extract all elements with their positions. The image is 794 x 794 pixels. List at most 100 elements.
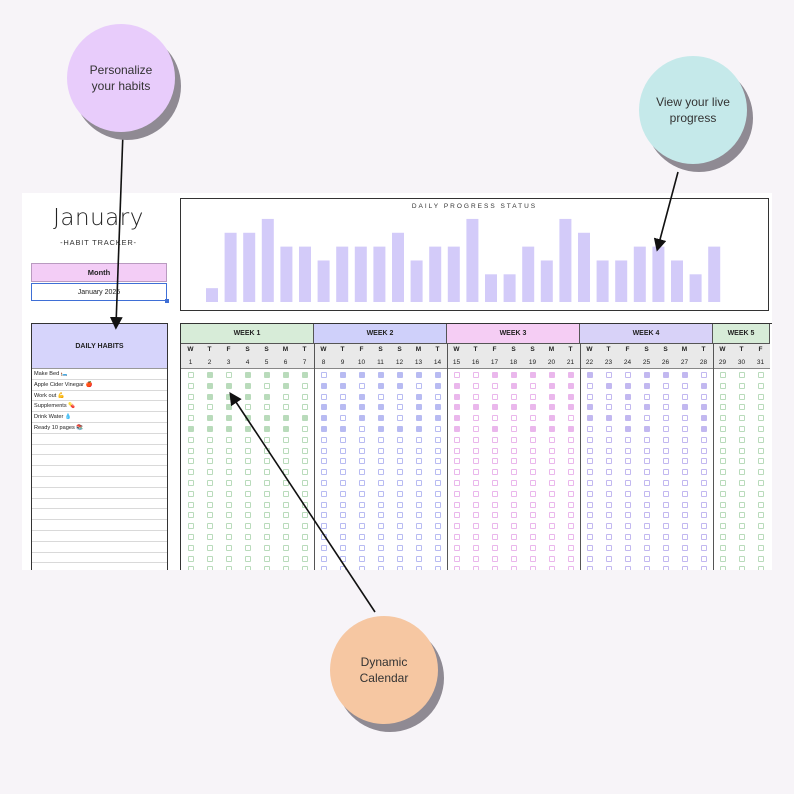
habit-checkbox[interactable] [415,372,422,378]
habit-checkbox[interactable] [529,523,536,530]
habit-checkbox[interactable] [206,393,213,400]
habit-checkbox[interactable] [301,382,308,389]
habit-checkbox[interactable] [453,415,460,422]
habit-checkbox[interactable] [738,415,745,422]
habit-checkbox[interactable] [415,426,422,432]
habit-checkbox[interactable] [396,469,403,476]
habit-checkbox[interactable] [643,458,650,465]
habit-checkbox[interactable] [548,480,555,486]
habit-checkbox[interactable] [206,523,213,530]
habit-checkbox[interactable] [472,436,479,443]
habit-checkbox[interactable] [643,404,650,411]
habit-checkbox[interactable] [358,512,365,519]
habit-checkbox[interactable] [225,447,232,454]
habit-checkbox[interactable] [491,534,498,540]
habit-checkbox[interactable] [320,523,327,530]
habit-checkbox[interactable] [605,501,612,508]
habit-checkbox[interactable] [320,458,327,465]
habit-checkbox[interactable] [301,469,308,476]
habit-checkbox[interactable] [681,415,688,422]
habit-checkbox[interactable] [263,393,270,400]
habit-checkbox[interactable] [434,382,441,389]
habit-checkbox[interactable] [472,544,479,551]
habit-checkbox[interactable] [605,566,612,570]
habit-checkbox[interactable] [377,544,384,551]
habit-checkbox[interactable] [719,458,726,465]
habit-checkbox[interactable] [187,534,194,540]
habit-checkbox[interactable] [415,501,422,508]
habit-checkbox[interactable] [529,426,536,432]
habit-row[interactable] [32,553,167,564]
habit-checkbox[interactable] [206,404,213,411]
habit-checkbox[interactable] [358,490,365,497]
habit-checkbox[interactable] [358,372,365,378]
habit-checkbox[interactable] [396,404,403,411]
habit-checkbox[interactable] [719,523,726,530]
habit-checkbox[interactable] [396,534,403,540]
habit-checkbox[interactable] [491,469,498,476]
habit-checkbox[interactable] [681,458,688,465]
habit-checkbox[interactable] [700,382,707,389]
habit-checkbox[interactable] [529,404,536,411]
habit-checkbox[interactable] [491,458,498,465]
habit-checkbox[interactable] [206,469,213,476]
habit-checkbox[interactable] [282,372,289,378]
habit-checkbox[interactable] [491,544,498,551]
habit-checkbox[interactable] [567,555,574,562]
habit-checkbox[interactable] [491,372,498,378]
habit-row[interactable]: Ready 10 pages 📚 [32,423,167,434]
habit-checkbox[interactable] [757,415,764,422]
habit-checkbox[interactable] [681,404,688,411]
habit-checkbox[interactable] [187,382,194,389]
habit-checkbox[interactable] [643,436,650,443]
habit-checkbox[interactable] [624,534,631,540]
habit-checkbox[interactable] [358,436,365,443]
habit-checkbox[interactable] [548,490,555,497]
habit-checkbox[interactable] [700,415,707,422]
habit-checkbox[interactable] [187,404,194,411]
habit-checkbox[interactable] [700,458,707,465]
habit-checkbox[interactable] [377,458,384,465]
habit-checkbox[interactable] [206,512,213,519]
habit-checkbox[interactable] [377,404,384,411]
habit-checkbox[interactable] [282,490,289,497]
habit-checkbox[interactable] [377,469,384,476]
habit-checkbox[interactable] [206,436,213,443]
habit-checkbox[interactable] [586,480,593,486]
habit-checkbox[interactable] [358,544,365,551]
habit-checkbox[interactable] [567,544,574,551]
habit-checkbox[interactable] [738,458,745,465]
habit-checkbox[interactable] [529,447,536,454]
habit-checkbox[interactable] [567,404,574,411]
habit-checkbox[interactable] [624,523,631,530]
habit-checkbox[interactable] [491,555,498,562]
habit-checkbox[interactable] [757,480,764,486]
habit-row[interactable] [32,445,167,456]
habit-checkbox[interactable] [681,382,688,389]
habit-checkbox[interactable] [320,447,327,454]
habit-checkbox[interactable] [529,469,536,476]
habit-checkbox[interactable] [681,447,688,454]
habit-checkbox[interactable] [719,393,726,400]
habit-checkbox[interactable] [643,447,650,454]
habit-checkbox[interactable] [757,458,764,465]
habit-checkbox[interactable] [700,534,707,540]
habit-checkbox[interactable] [282,523,289,530]
habit-checkbox[interactable] [548,501,555,508]
habit-checkbox[interactable] [510,415,517,422]
habit-checkbox[interactable] [662,555,669,562]
habit-checkbox[interactable] [472,523,479,530]
habit-checkbox[interactable] [377,566,384,570]
habit-checkbox[interactable] [662,501,669,508]
habit-checkbox[interactable] [700,523,707,530]
habit-checkbox[interactable] [453,555,460,562]
habit-checkbox[interactable] [358,480,365,486]
habit-checkbox[interactable] [263,490,270,497]
habit-checkbox[interactable] [453,534,460,540]
habit-checkbox[interactable] [282,404,289,411]
habit-checkbox[interactable] [187,372,194,378]
habit-checkbox[interactable] [320,415,327,422]
habit-checkbox[interactable] [377,436,384,443]
habit-checkbox[interactable] [434,544,441,551]
habit-checkbox[interactable] [662,534,669,540]
